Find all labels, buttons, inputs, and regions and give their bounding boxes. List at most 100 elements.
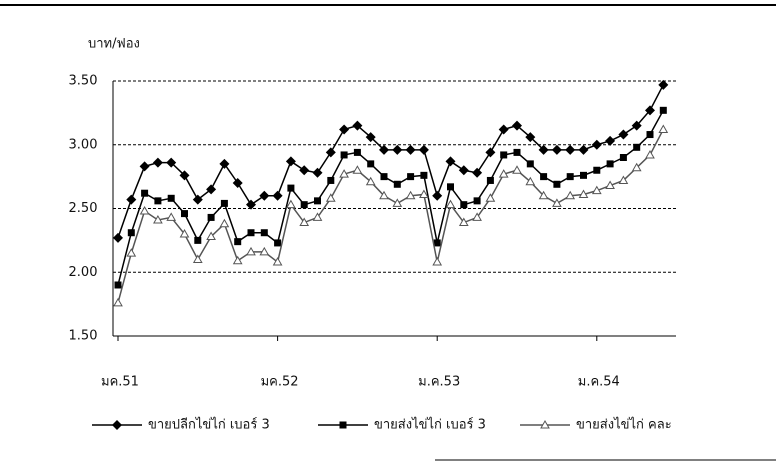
y-tick-label: 2.50 (69, 201, 98, 216)
data-point (246, 199, 256, 210)
data-point (407, 173, 415, 181)
data-point (433, 239, 441, 247)
data-point (606, 160, 614, 168)
y-tick-label: 1.50 (69, 329, 98, 344)
data-point (312, 212, 323, 221)
data-point (525, 176, 536, 186)
data-point (154, 197, 162, 205)
data-point (259, 246, 270, 256)
data-point (192, 254, 203, 263)
data-point (179, 228, 190, 238)
data-point (445, 156, 456, 167)
data-point (553, 180, 561, 188)
data-point (286, 199, 296, 209)
legend-label: ขายปลีกไข่ไก่ เบอร์ 3 (148, 417, 270, 433)
data-point (658, 124, 669, 133)
data-point (473, 197, 481, 205)
data-point (500, 151, 508, 159)
data-point (646, 131, 654, 139)
data-point (538, 144, 549, 155)
data-point (631, 120, 642, 131)
data-point (272, 190, 283, 201)
data-point (405, 144, 416, 155)
data-point (153, 214, 163, 224)
data-point (605, 180, 615, 190)
data-point (379, 144, 389, 155)
data-point (314, 197, 321, 205)
data-point (419, 189, 429, 198)
data-point (207, 213, 215, 221)
data-point (220, 199, 228, 207)
data-point (340, 151, 348, 159)
y-axis-label: บาท/ฟอง (88, 37, 140, 52)
data-point (591, 139, 602, 150)
data-point (246, 246, 256, 256)
data-point (114, 281, 122, 289)
data-point (618, 175, 629, 184)
data-point (259, 190, 270, 201)
data-point (432, 190, 443, 201)
data-point (192, 194, 203, 205)
data-point (460, 201, 468, 209)
data-point (339, 124, 350, 135)
data-point (645, 149, 655, 159)
data-point (260, 229, 268, 237)
data-point (458, 217, 469, 227)
data-point (392, 144, 403, 155)
data-point (127, 229, 135, 237)
legend-label: ขายส่งไข่ไก่ คละ (576, 417, 672, 433)
data-point (591, 185, 602, 195)
data-point (352, 165, 363, 174)
data-point (538, 190, 549, 200)
data-point (234, 238, 242, 246)
data-point (325, 193, 336, 202)
data-point (300, 201, 308, 209)
data-point (367, 160, 375, 168)
data-point (353, 148, 361, 156)
data-point (472, 212, 482, 221)
data-point (619, 154, 627, 161)
legend-marker (339, 421, 347, 429)
data-point (139, 161, 150, 172)
data-point (659, 106, 667, 114)
data-point (219, 158, 230, 169)
y-tick-label: 3.00 (69, 137, 98, 152)
data-point (179, 170, 190, 181)
data-point (445, 199, 456, 209)
data-point (206, 231, 216, 241)
data-point (274, 239, 282, 247)
data-point (605, 135, 616, 146)
data-point (352, 120, 363, 131)
data-point (405, 190, 416, 200)
data-point (432, 257, 443, 266)
x-tick-label: ม.ค.54 (578, 375, 620, 390)
data-point (392, 198, 403, 207)
data-point (219, 218, 230, 228)
data-point (578, 189, 589, 198)
data-point (552, 198, 562, 207)
data-point (325, 147, 336, 158)
data-point (285, 156, 296, 167)
data-point (512, 120, 522, 131)
data-point (485, 193, 496, 202)
data-point (365, 132, 376, 143)
data-point (645, 105, 655, 116)
data-point (393, 180, 401, 188)
data-point (152, 157, 163, 168)
data-point (631, 162, 642, 172)
x-tick-label: ม.ค.53 (418, 375, 460, 390)
data-point (578, 144, 589, 155)
data-point (247, 229, 255, 237)
data-point (512, 165, 522, 174)
legend-label: ขายส่งไข่ไก่ เบอร์ 3 (374, 417, 486, 433)
data-point (141, 189, 149, 197)
data-point (566, 173, 574, 181)
data-point (380, 173, 388, 181)
data-point (312, 167, 323, 178)
data-point (166, 157, 177, 168)
data-point (194, 236, 202, 244)
legend-marker (112, 420, 122, 430)
data-point (593, 166, 601, 174)
data-point (565, 190, 576, 200)
data-point (113, 297, 123, 307)
